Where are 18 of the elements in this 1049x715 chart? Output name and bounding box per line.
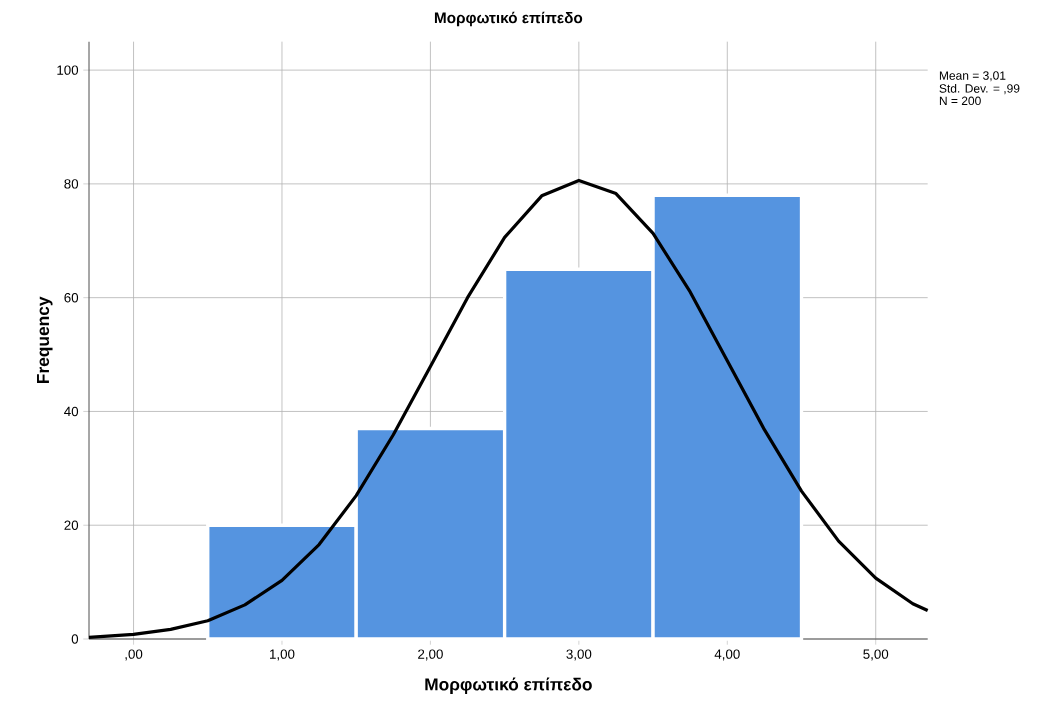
x-tick-label: 5,00 xyxy=(863,649,889,661)
text: Std. Dev. = ,99 xyxy=(939,83,1020,95)
y-tick-label: 80 xyxy=(64,179,79,189)
y-tick-label: 60 xyxy=(64,292,79,303)
text: Mean = 3,01 xyxy=(939,71,1006,82)
y-tick-label: 20 xyxy=(64,520,79,530)
y-axis-title: Frequency xyxy=(37,296,53,384)
y-tick-label: 100 xyxy=(57,65,79,75)
y-tick-label: 0 xyxy=(71,634,79,644)
x-tick-label: 4,00 xyxy=(714,649,740,661)
x-tick-label: ,00 xyxy=(125,649,143,661)
chart-title: Μορφωτικό επίπεδο xyxy=(434,11,583,27)
x-tick-label: 1,00 xyxy=(270,649,295,661)
x-tick-label: 3,00 xyxy=(566,649,592,661)
x-axis-title: Μορφωτικό επίπεδο xyxy=(425,677,592,694)
y-tick-label: 40 xyxy=(64,406,79,417)
x-tick-label: 2,00 xyxy=(418,649,443,661)
text: N = 200 xyxy=(939,96,981,106)
